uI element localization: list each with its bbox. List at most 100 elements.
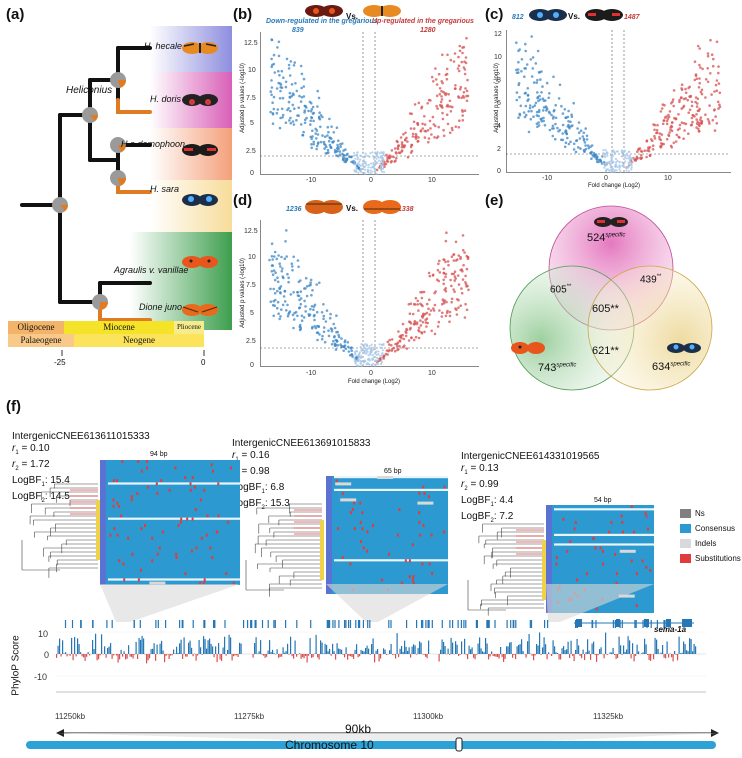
volcano-point	[438, 260, 441, 263]
phylop-bar	[670, 654, 671, 655]
volcano-point	[467, 289, 470, 292]
alignment-substitution	[354, 527, 356, 530]
volcano-point	[685, 92, 688, 95]
volcano-point	[575, 140, 578, 143]
phylop-bar	[677, 654, 678, 660]
volcano-point	[662, 123, 665, 126]
volcano-point-ns	[356, 152, 358, 154]
phylop-bar	[412, 647, 413, 655]
volcano-point	[291, 269, 294, 272]
volcano-point-ns	[371, 151, 373, 153]
alignment-substitution	[113, 527, 115, 530]
volcano-point	[542, 97, 545, 100]
volcano-point	[397, 146, 400, 149]
cnee-r1: r1 = 0.10	[12, 443, 150, 459]
volcano-point	[306, 285, 309, 288]
volcano-point-ns	[619, 165, 621, 167]
volcano-point	[429, 120, 432, 123]
alignment-substitution	[211, 463, 213, 466]
phylop-bar	[112, 654, 113, 659]
volcano-point	[450, 285, 453, 288]
volcano-point	[337, 334, 340, 337]
volcano-point	[537, 115, 540, 118]
volcano-point	[293, 123, 296, 126]
volcano-point	[296, 90, 299, 93]
volcano-point-ns	[363, 159, 365, 161]
volcano-b-xtick: 10	[428, 177, 436, 184]
volcano-point	[287, 313, 290, 316]
volcano-point	[329, 317, 332, 320]
volcano-point	[687, 87, 690, 90]
volcano-point	[343, 345, 346, 348]
phylop-bar	[109, 647, 110, 655]
volcano-point	[288, 101, 291, 104]
volcano-point	[677, 113, 680, 116]
alignment-legend: Ns Consensus Indels Substitutions	[680, 506, 741, 566]
volcano-d-ytick: 10	[248, 254, 256, 261]
volcano-point	[544, 124, 547, 127]
alignment-substitution	[206, 534, 208, 537]
volcano-point	[288, 64, 291, 67]
volcano-point-ns	[359, 155, 361, 157]
alignment-substitution	[127, 537, 129, 540]
alignment-substitution	[621, 521, 623, 524]
phylop-bar	[440, 650, 441, 654]
volcano-point	[274, 271, 277, 274]
phylop-bar	[349, 654, 350, 656]
volcano-point	[271, 242, 274, 245]
volcano-point	[564, 108, 567, 111]
volcano-point-ns	[381, 355, 383, 357]
volcano-point	[426, 102, 429, 105]
volcano-point	[327, 126, 330, 129]
volcano-point	[272, 288, 275, 291]
volcano-point	[450, 59, 453, 62]
phylop-bar	[656, 640, 657, 654]
phylop-bar	[584, 654, 585, 660]
phylop-bar	[70, 654, 71, 656]
volcano-point	[463, 46, 466, 49]
chromosome-region-marker	[456, 738, 462, 751]
phylop-bar	[74, 637, 75, 654]
volcano-point	[391, 338, 394, 341]
phylop-bar	[569, 654, 570, 658]
alignment-substitution	[429, 562, 431, 565]
phylop-bar	[224, 637, 225, 654]
volcano-point	[406, 347, 409, 350]
phylop-bar	[92, 640, 93, 654]
volcano-point	[273, 96, 276, 99]
alignment-indel	[340, 498, 356, 501]
volcano-point	[436, 83, 439, 86]
volcano-point-ns	[359, 170, 361, 172]
volcano-point	[701, 89, 704, 92]
volcano-point	[463, 91, 466, 94]
volcano-point	[436, 137, 439, 140]
volcano-point	[552, 135, 555, 138]
alignment-substitution	[409, 575, 411, 578]
volcano-point-ns	[612, 168, 614, 170]
volcano-point	[445, 240, 448, 243]
volcano-point	[320, 141, 323, 144]
phylop-bar	[419, 641, 420, 654]
volcano-point	[318, 282, 321, 285]
phylop-bar	[505, 654, 506, 659]
volcano-point	[319, 126, 322, 129]
volcano-point	[459, 269, 462, 272]
volcano-point-ns	[624, 160, 626, 162]
phylop-bar	[359, 654, 360, 656]
volcano-point	[422, 321, 425, 324]
volcano-point	[331, 330, 334, 333]
volcano-point	[567, 110, 570, 113]
volcano-point	[294, 82, 297, 85]
volcano-point	[439, 271, 442, 274]
volcano-c-vs: Vs.	[568, 12, 580, 21]
volcano-point	[636, 150, 639, 153]
alignment-substitution	[151, 559, 153, 562]
phylop-bar	[407, 651, 408, 654]
phylop-bar	[649, 654, 650, 660]
volcano-point	[327, 149, 330, 152]
volcano-point-ns	[370, 166, 372, 168]
volcano-point	[405, 332, 408, 335]
phylop-bar	[457, 645, 458, 654]
alignment-substitution	[614, 553, 616, 556]
taxon-sara: H. sara	[150, 184, 179, 194]
